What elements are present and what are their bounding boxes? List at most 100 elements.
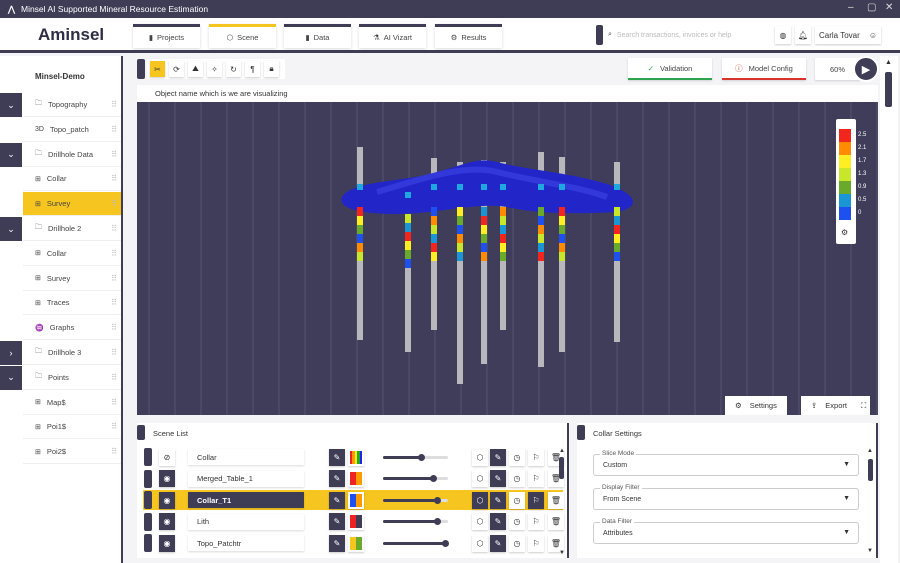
nav-ai-vizart[interactable]: ⚗ AI Vizart — [359, 24, 426, 48]
nav-results[interactable]: ⚙ Results — [435, 24, 502, 48]
drag-handle-icon[interactable]: ⠿ — [111, 323, 117, 333]
eye-off-icon[interactable]: ⊘ — [159, 448, 175, 466]
slider-knob[interactable] — [434, 496, 442, 504]
sidebar-item[interactable]: 🗀 Points ⠿ — [23, 366, 121, 390]
sidebar-item[interactable]: ⊞ Map$ ⠿ — [23, 391, 121, 415]
scroll-thumb[interactable] — [559, 457, 564, 479]
drag-handle-icon[interactable]: ⠿ — [111, 124, 117, 134]
clock-icon[interactable]: ◷ — [509, 491, 525, 509]
chevron-down-icon[interactable]: ⌄ — [0, 93, 22, 117]
opacity-slider[interactable] — [383, 518, 448, 525]
drag-handle[interactable] — [144, 469, 152, 488]
scene-list-row[interactable]: ◉ Topo_Patchtr ✎ ⬡ ✎ ◷ ⚐ 🗑︎ — [143, 533, 564, 553]
sidebar-item[interactable]: ⊞ Survey ⠿ — [23, 192, 121, 217]
slice-mode-select[interactable]: Slice Mode Custom ▼ — [593, 450, 859, 476]
color-ramp-swatch[interactable] — [348, 534, 364, 552]
layer-name[interactable]: Collar — [188, 449, 304, 465]
sidebar-item[interactable]: 🗀 Drillhole Data ⠿ — [23, 143, 121, 167]
eye-icon[interactable]: ◉ — [159, 491, 175, 509]
opacity-slider[interactable] — [383, 475, 448, 482]
drag-handle-icon[interactable]: ⠿ — [111, 422, 117, 432]
magic-wand-icon[interactable]: ✧ — [207, 61, 222, 77]
search-input[interactable]: ⌕ Search transactions, invoices or help — [596, 25, 761, 45]
cube-icon[interactable]: ⬡ — [472, 470, 488, 487]
opacity-slider[interactable] — [383, 453, 448, 461]
nav-data[interactable]: ▮ Data — [284, 24, 351, 48]
bell-icon[interactable]: 🔔︎ — [795, 26, 811, 44]
cube-icon[interactable]: ⬡ — [472, 448, 488, 466]
user-menu[interactable]: Carla Tovar ☺ — [815, 26, 881, 44]
eye-icon[interactable]: ◉ — [159, 470, 175, 487]
drag-handle-icon[interactable]: ⠿ — [111, 224, 117, 233]
scissors-icon[interactable]: ✂ — [150, 61, 165, 77]
play-button[interactable]: ▶ — [853, 56, 879, 82]
sidebar-item[interactable]: ⊞ Poi1$ ⠿ — [23, 415, 121, 440]
sidebar-item[interactable]: 🗀 Drillhole 3 ⠿ — [23, 341, 121, 365]
drag-handle-icon[interactable]: ⠿ — [111, 248, 117, 258]
trash-icon[interactable]: 🗑︎ — [548, 513, 564, 530]
sidebar-item[interactable]: ⊞ Collar ⠿ — [23, 242, 121, 266]
nav-projects[interactable]: ▮ Projects — [133, 24, 200, 48]
minimize-button[interactable]: – — [848, 2, 854, 13]
brush-icon[interactable]: ✎ — [329, 491, 345, 509]
layer-name[interactable]: Lith — [188, 513, 304, 530]
drag-handle[interactable] — [144, 448, 152, 466]
drag-handle[interactable] — [144, 512, 152, 531]
drag-handle-icon[interactable]: ⠿ — [111, 372, 117, 382]
sidebar-item[interactable]: ⊞ Survey ⠿ — [23, 267, 121, 291]
layer-name[interactable]: Merged_Table_1 — [188, 470, 304, 487]
flag-icon[interactable]: ⚐ — [528, 513, 544, 530]
brush-icon[interactable]: ✎ — [329, 448, 345, 466]
close-button[interactable]: ✕ — [885, 2, 894, 13]
drag-handle-icon[interactable]: ⠿ — [111, 174, 117, 184]
trash-icon[interactable]: 🗑︎ — [548, 491, 564, 509]
zoom-level[interactable]: 60% — [815, 58, 860, 80]
scene-canvas[interactable] — [137, 102, 878, 415]
flag-icon[interactable]: ⚐ — [528, 534, 544, 552]
eye-icon[interactable]: ◉ — [159, 513, 175, 530]
3d-viewport[interactable]: 2.5 2.1 1.7 1.3 0.9 0.5 0 ⚙ — [137, 102, 878, 415]
brush-icon[interactable]: ✎ — [329, 470, 345, 487]
scene-list-scrollbar[interactable]: ▲ ▼ — [559, 448, 565, 556]
scene-list-row[interactable]: ◉ Merged_Table_1 ✎ ⬡ ✎ ◷ ⚐ 🗑︎ — [143, 469, 564, 489]
trash-icon[interactable]: 🗑︎ — [548, 534, 564, 552]
pencil-icon[interactable]: ✎ — [490, 470, 506, 487]
pencil-icon[interactable]: ✎ — [490, 448, 506, 466]
clock-icon[interactable]: ◷ — [509, 448, 525, 466]
panel-handle[interactable] — [577, 425, 585, 440]
slider-knob[interactable] — [442, 539, 450, 547]
pencil-icon[interactable]: ✎ — [490, 534, 506, 552]
clock-icon[interactable]: ◷ — [509, 534, 525, 552]
sidebar-item[interactable]: 🗀 Topography ⠿ — [23, 93, 121, 117]
display-filter-select[interactable]: Display Filter From Scene ▼ — [593, 484, 859, 510]
settings-scroll-up-icon[interactable]: ▲ — [867, 448, 873, 454]
nav-scene[interactable]: ⬡ Scene — [209, 24, 276, 48]
drag-handle[interactable] — [596, 25, 603, 45]
sidebar-item[interactable]: 🗀 Drillhole 2 ⠿ — [23, 217, 121, 241]
panel-handle[interactable] — [137, 425, 145, 440]
maximize-button[interactable]: ▢ — [867, 2, 877, 13]
scroll-up-icon[interactable]: ▲ — [885, 59, 892, 66]
color-ramp-swatch[interactable] — [348, 470, 364, 487]
cube-icon[interactable]: ⬡ — [472, 534, 488, 552]
rotate-icon[interactable]: ⟳ — [169, 61, 184, 77]
color-ramp-swatch[interactable] — [348, 448, 364, 466]
layer-name[interactable]: Collar_T1 — [188, 492, 304, 508]
sidebar-item[interactable]: ⊞ Traces ⠿ — [23, 291, 121, 316]
flag-icon[interactable]: ⚐ — [528, 470, 544, 487]
slider-knob[interactable] — [429, 475, 437, 482]
data-filter-select[interactable]: Data Filter Attributes ▼ — [593, 518, 859, 544]
flag-icon[interactable]: ⚐ — [528, 448, 544, 466]
flag-icon[interactable]: ⚐ — [528, 491, 544, 509]
drag-handle[interactable] — [144, 534, 152, 552]
cube-icon[interactable]: ⬡ — [472, 513, 488, 530]
drag-handle-icon[interactable]: ⠿ — [111, 149, 117, 159]
opacity-slider[interactable] — [383, 496, 448, 504]
pencil-icon[interactable]: ✎ — [490, 491, 506, 509]
main-scrollbar[interactable]: ▲ — [880, 56, 898, 563]
legend-settings-icon[interactable]: ⚙ — [841, 228, 849, 237]
globe-icon[interactable]: ◍ — [775, 26, 791, 44]
lock-icon[interactable]: 🔒︎ — [264, 61, 279, 77]
scene-list-row[interactable]: ◉ Collar_T1 ✎ ⬡ ✎ ◷ ⚐ 🗑︎ — [143, 490, 564, 510]
scroll-thumb[interactable] — [868, 459, 873, 481]
